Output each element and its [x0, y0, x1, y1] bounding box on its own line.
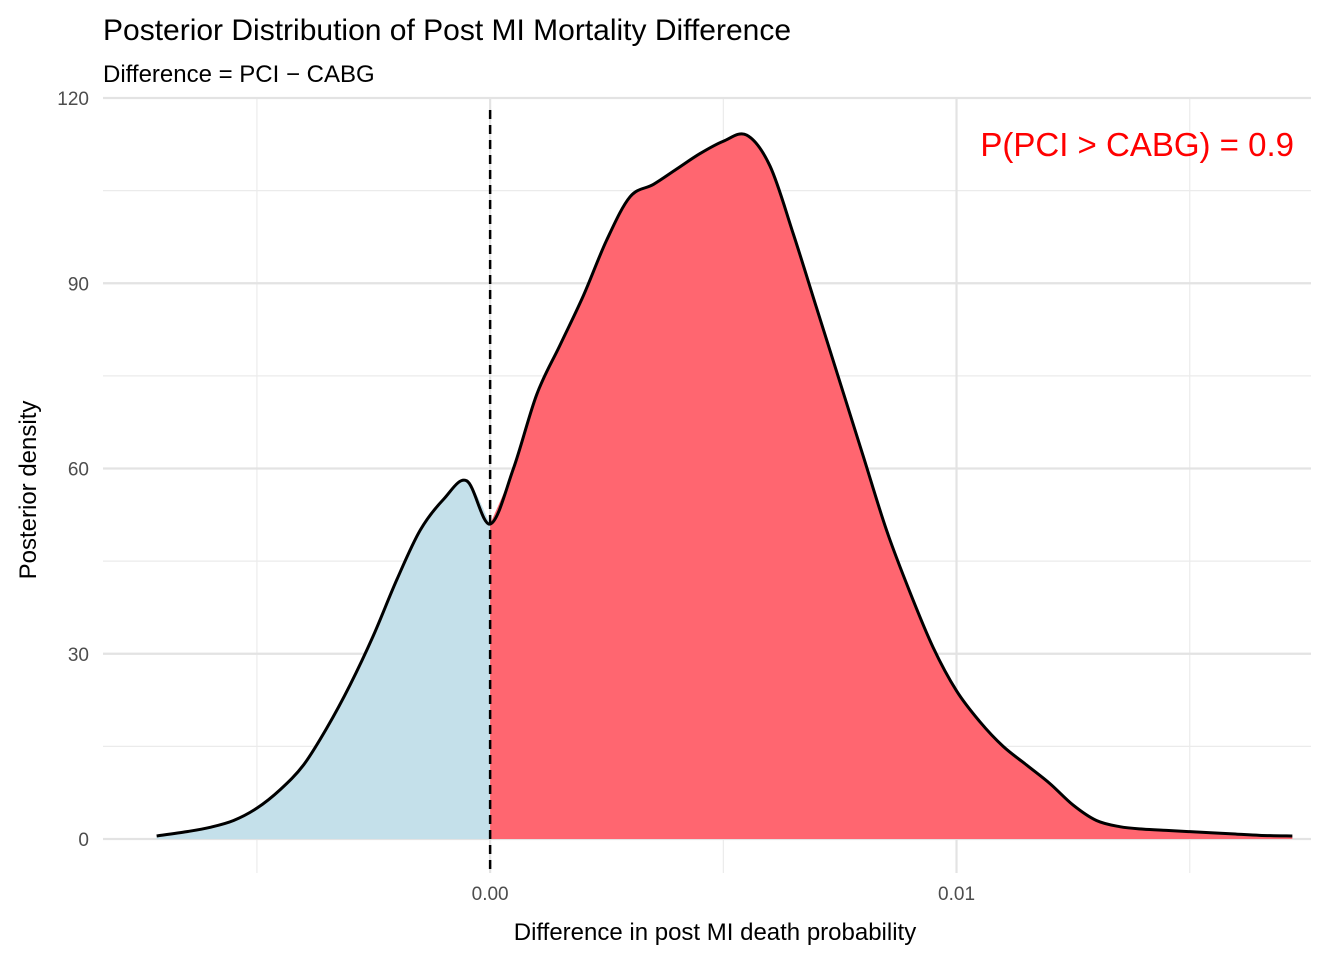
chart-subtitle: Difference = PCI − CABG	[103, 61, 375, 88]
line-layer	[156, 132, 1293, 838]
probability-annotation: P(PCI > CABG) = 0.9	[980, 126, 1294, 163]
y-tick-label: 0	[78, 830, 89, 851]
area-above-zero	[490, 133, 1293, 840]
y-tick-label: 60	[68, 460, 89, 481]
tick-label-layer: 0.00 0.01 0 30 60 90 120	[57, 89, 975, 905]
x-axis-label: Difference in post MI death probability	[514, 919, 916, 946]
y-tick-label: 90	[68, 274, 89, 295]
y-tick-label: 120	[57, 89, 89, 110]
y-axis-label: Posterior density	[15, 401, 42, 580]
area-below-zero	[156, 480, 491, 840]
y-tick-label: 30	[68, 645, 89, 666]
density-curve	[156, 132, 1293, 838]
area-layer	[156, 133, 1293, 840]
x-tick-label: 0.00	[472, 884, 509, 905]
chart-title: Posterior Distribution of Post MI Mortal…	[103, 14, 791, 47]
x-tick-label: 0.01	[938, 884, 975, 905]
